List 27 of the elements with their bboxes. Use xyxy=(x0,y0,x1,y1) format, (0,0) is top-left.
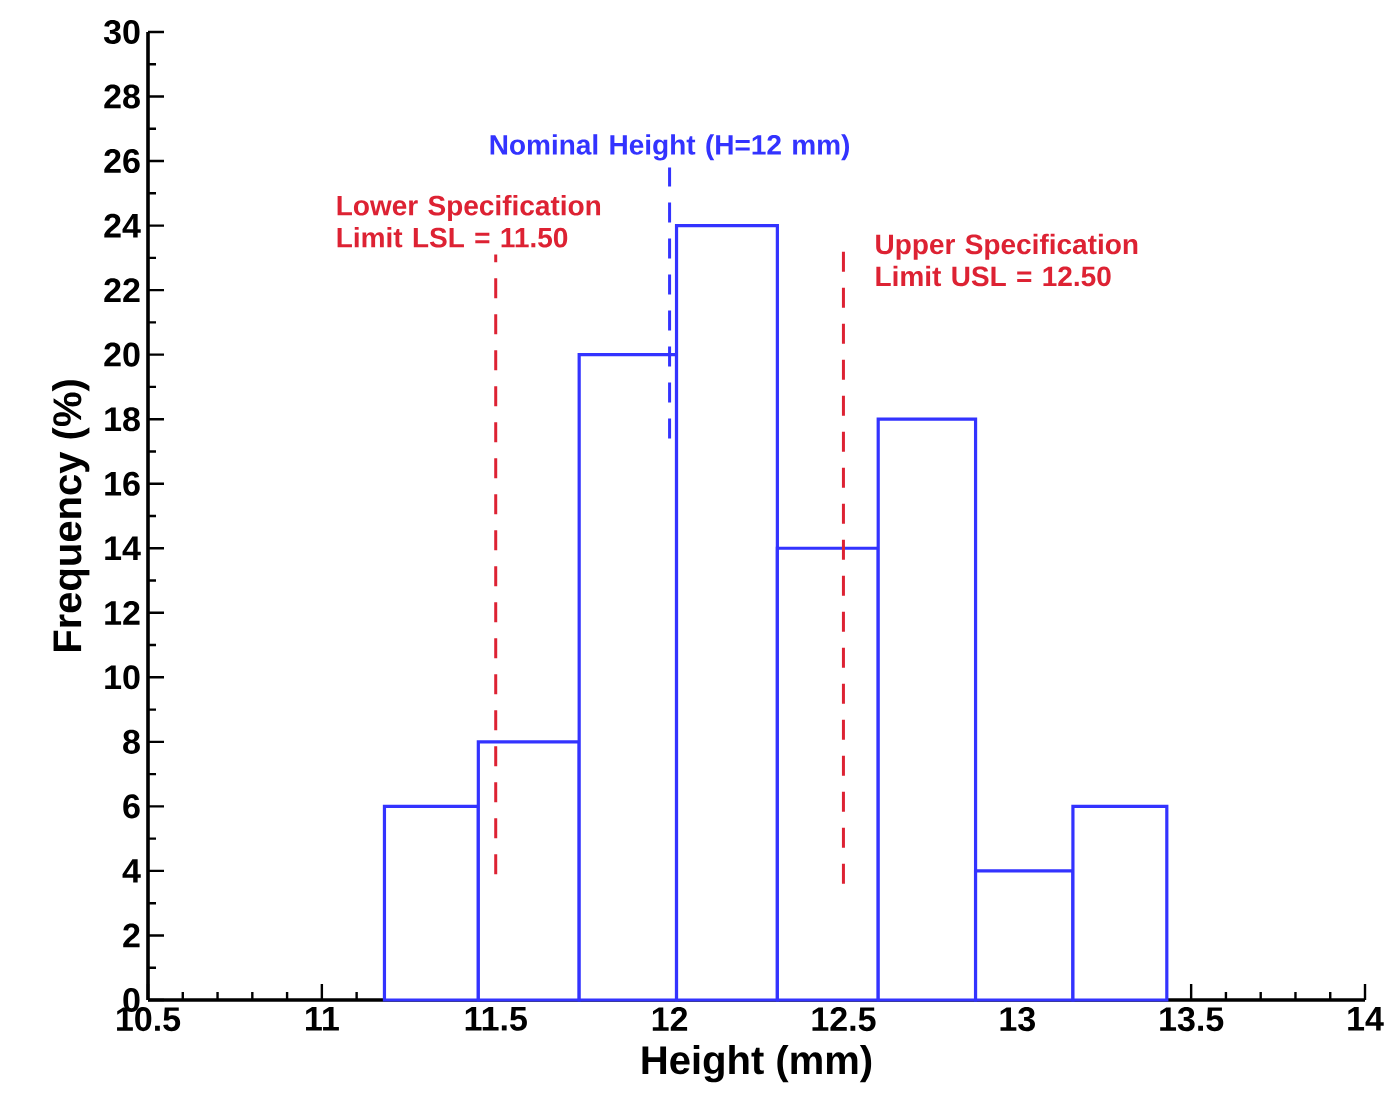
y-tick-label: 12 xyxy=(105,600,140,625)
y-tick-label: 4 xyxy=(122,859,141,883)
y-tick-label: 14 xyxy=(105,536,141,560)
y-tick-label: 8 xyxy=(123,729,140,754)
y-tick-label: 26 xyxy=(104,149,140,174)
ref-line-label: Upper Specification Limit USL = 12.50 xyxy=(876,233,1138,287)
x-tick-label: 12.5 xyxy=(812,1007,876,1032)
y-tick-label: 22 xyxy=(104,278,140,302)
ref-line-label: Lower Specification Limit LSL = 11.50 xyxy=(337,194,601,248)
x-tick-label: 11.5 xyxy=(465,1007,527,1031)
x-tick-label: 14 xyxy=(1348,1007,1384,1031)
y-tick-label: 16 xyxy=(105,471,140,496)
y-tick-label: 28 xyxy=(104,84,140,109)
x-tick-label: 13.5 xyxy=(1160,1007,1224,1032)
x-axis-title: Height (mm) xyxy=(642,1044,872,1083)
x-tick-label: 12 xyxy=(652,1007,688,1031)
x-tick-label: 13 xyxy=(1000,1007,1035,1032)
x-tick-label: 11 xyxy=(306,1007,339,1031)
y-tick-label: 18 xyxy=(105,407,140,432)
y-tick-label: 6 xyxy=(123,794,140,819)
y-axis-title: Frequency (%) xyxy=(52,380,90,652)
y-tick-label: 20 xyxy=(104,342,140,367)
y-tick-label: 24 xyxy=(104,213,141,238)
y-tick-label: 2 xyxy=(123,923,140,948)
y-tick-label: 10 xyxy=(105,665,140,690)
ref-line-label: Nominal Height (H=12 mm) xyxy=(490,134,849,161)
y-tick-label: 30 xyxy=(103,19,140,45)
